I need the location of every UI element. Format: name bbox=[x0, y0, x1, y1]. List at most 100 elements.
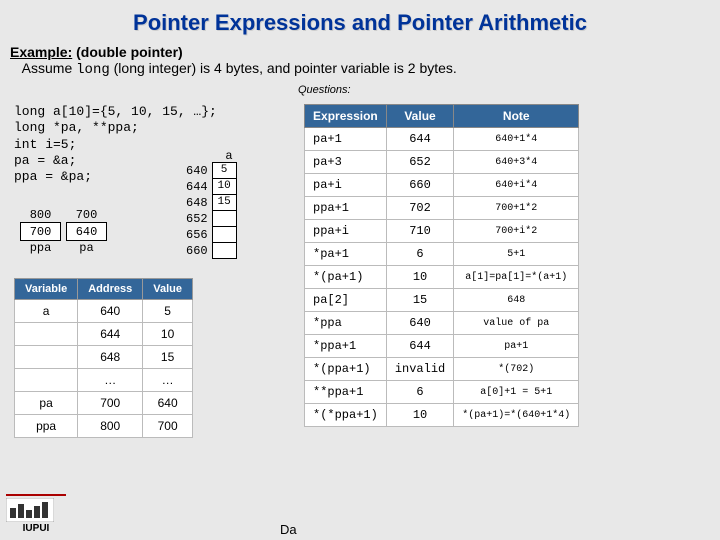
iupui-text: IUPUI bbox=[23, 523, 50, 534]
table-cell: pa+i bbox=[305, 174, 387, 197]
questions-label: Questions: bbox=[298, 84, 351, 96]
table-cell bbox=[15, 346, 78, 369]
questions-table: ExpressionValueNote pa+1644640+1*4pa+365… bbox=[304, 104, 579, 427]
table-cell: 5+1 bbox=[454, 243, 579, 266]
table-cell: 10 bbox=[386, 266, 453, 289]
mem-addr: 652 bbox=[186, 211, 212, 227]
mem-cell: 10 bbox=[212, 179, 236, 195]
table-cell: 640+1*4 bbox=[454, 128, 579, 151]
table-row: 64815 bbox=[15, 346, 193, 369]
table-cell: 6 bbox=[386, 381, 453, 404]
table-cell: 648 bbox=[454, 289, 579, 312]
qtable-header-row: ExpressionValueNote bbox=[305, 105, 579, 128]
table-cell: 702 bbox=[386, 197, 453, 220]
mem-cell: 5 bbox=[212, 163, 236, 179]
mem-addr: 644 bbox=[186, 179, 212, 195]
table-cell: 700 bbox=[78, 392, 143, 415]
table-row: a6405 bbox=[15, 300, 193, 323]
table-cell: value of pa bbox=[454, 312, 579, 335]
table-cell: *(pa+1)=*(640+1*4) bbox=[454, 404, 579, 427]
table-cell: 644 bbox=[78, 323, 143, 346]
code-l2: long *pa, **ppa; bbox=[14, 120, 217, 136]
mem-addr: 648 bbox=[186, 195, 212, 211]
table-cell: ppa bbox=[15, 415, 78, 438]
table-row: *pa+165+1 bbox=[305, 243, 579, 266]
assume-pre: Assume bbox=[22, 60, 76, 76]
mem-a-label: a bbox=[186, 150, 237, 162]
table-cell: 15 bbox=[386, 289, 453, 312]
table-cell: … bbox=[78, 369, 143, 392]
mem-cell bbox=[212, 227, 236, 243]
table-cell: pa+1 bbox=[454, 335, 579, 358]
variable-table: VariableAddressValue a64056441064815……pa… bbox=[14, 278, 193, 438]
table-cell: 644 bbox=[386, 335, 453, 358]
ppa-addr: 800 bbox=[21, 208, 61, 223]
vartable-header-row: VariableAddressValue bbox=[15, 279, 193, 300]
table-cell bbox=[15, 369, 78, 392]
table-row: ppa800700 bbox=[15, 415, 193, 438]
ppa-val: 700 bbox=[21, 223, 61, 241]
table-row: *(pa+1)10a[1]=pa[1]=*(a+1) bbox=[305, 266, 579, 289]
table-row: *(*ppa+1)10*(pa+1)=*(640+1*4) bbox=[305, 404, 579, 427]
pa-lbl: pa bbox=[67, 241, 107, 256]
table-cell: 700+i*2 bbox=[454, 220, 579, 243]
table-row: ppa+1702700+1*2 bbox=[305, 197, 579, 220]
table-row: pa+1644640+1*4 bbox=[305, 128, 579, 151]
table-row: **ppa+16a[0]+1 = 5+1 bbox=[305, 381, 579, 404]
table-cell: 640+3*4 bbox=[454, 151, 579, 174]
table-cell: *ppa bbox=[305, 312, 387, 335]
table-cell: 640+i*4 bbox=[454, 174, 579, 197]
qtable-body: pa+1644640+1*4pa+3652640+3*4pa+i660640+i… bbox=[305, 128, 579, 427]
footer-text: Da bbox=[280, 522, 297, 537]
table-row: pa[2]15648 bbox=[305, 289, 579, 312]
table-cell: 6 bbox=[386, 243, 453, 266]
table-row: pa+3652640+3*4 bbox=[305, 151, 579, 174]
qtable-header: Expression bbox=[305, 105, 387, 128]
table-cell: 640 bbox=[143, 392, 193, 415]
table-cell: pa+1 bbox=[305, 128, 387, 151]
vartable-header: Variable bbox=[15, 279, 78, 300]
table-cell: pa+3 bbox=[305, 151, 387, 174]
table-cell: *(702) bbox=[454, 358, 579, 381]
table-cell: invalid bbox=[386, 358, 453, 381]
mem-cell bbox=[212, 211, 236, 227]
table-row: *ppa640value of pa bbox=[305, 312, 579, 335]
table-cell: 15 bbox=[143, 346, 193, 369]
table-cell: 5 bbox=[143, 300, 193, 323]
table-cell: 800 bbox=[78, 415, 143, 438]
memory-a-diagram: a 64056441064815652656660 bbox=[186, 150, 237, 259]
table-cell: 640 bbox=[78, 300, 143, 323]
table-row: …… bbox=[15, 369, 193, 392]
table-cell: *ppa+1 bbox=[305, 335, 387, 358]
table-cell: pa bbox=[15, 392, 78, 415]
vartable-header: Address bbox=[78, 279, 143, 300]
mem-cell: 15 bbox=[212, 195, 236, 211]
table-cell: 652 bbox=[386, 151, 453, 174]
table-cell: ppa+i bbox=[305, 220, 387, 243]
table-cell: *(ppa+1) bbox=[305, 358, 387, 381]
table-cell: a[0]+1 = 5+1 bbox=[454, 381, 579, 404]
table-cell: 640 bbox=[386, 312, 453, 335]
table-cell: … bbox=[143, 369, 193, 392]
table-row: pa+i660640+i*4 bbox=[305, 174, 579, 197]
example-rest: (double pointer) bbox=[72, 44, 182, 60]
table-cell: 710 bbox=[386, 220, 453, 243]
table-row: ppa+i710700+i*2 bbox=[305, 220, 579, 243]
assume-post: (long integer) is 4 bytes, and pointer v… bbox=[110, 60, 457, 76]
assume-long: long bbox=[76, 62, 110, 78]
ppa-lbl: ppa bbox=[21, 241, 61, 256]
mem-a-table: 64056441064815652656660 bbox=[186, 162, 237, 259]
table-cell bbox=[15, 323, 78, 346]
table-cell: a bbox=[15, 300, 78, 323]
table-cell: a[1]=pa[1]=*(a+1) bbox=[454, 266, 579, 289]
example-label: Example: bbox=[10, 44, 72, 60]
table-cell: 700+1*2 bbox=[454, 197, 579, 220]
table-cell: **ppa+1 bbox=[305, 381, 387, 404]
pa-val: 640 bbox=[67, 223, 107, 241]
example-line: Example: (double pointer) Assume long (l… bbox=[0, 40, 720, 78]
table-row: 64410 bbox=[15, 323, 193, 346]
mem-addr: 656 bbox=[186, 227, 212, 243]
table-cell: 10 bbox=[386, 404, 453, 427]
pa-addr: 700 bbox=[67, 208, 107, 223]
code-l1: long a[10]={5, 10, 15, …}; bbox=[14, 104, 217, 120]
